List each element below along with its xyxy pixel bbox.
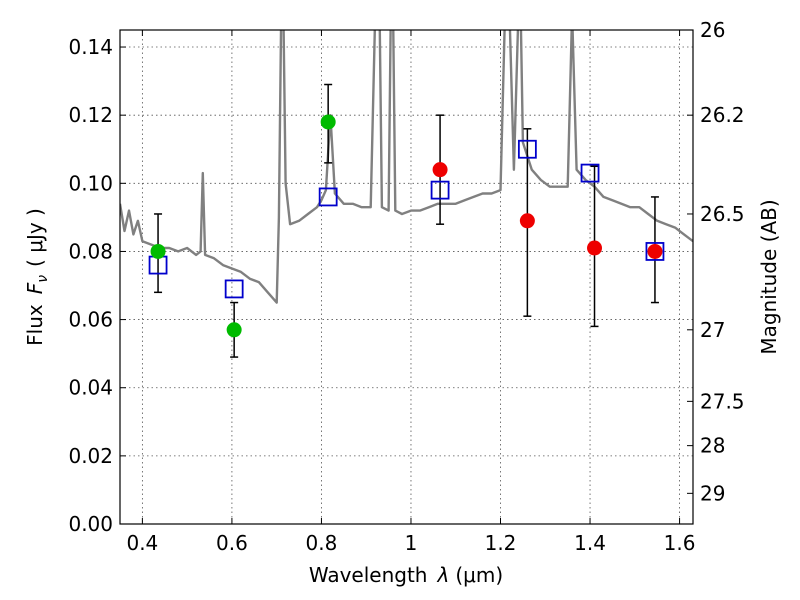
y-tick-label: 0.02 <box>68 444 113 468</box>
right-tick-label: 27 <box>700 318 725 342</box>
y-tick-label: 0.00 <box>68 512 113 536</box>
x-axis-ticks: 0.4 0.6 0.8 1 1.2 1.4 1.6 <box>126 30 695 555</box>
y-tick-label: 0.10 <box>68 171 113 195</box>
green-data-point <box>320 114 336 130</box>
x-axis-title: Wavelength λ (μm) <box>309 563 503 587</box>
red-data-point <box>587 240 603 256</box>
model-band-square <box>517 139 537 159</box>
y-axis-title: FluxFν( μJy ) <box>23 208 51 346</box>
red-data-point <box>432 162 448 178</box>
x-tick-label: 1 <box>405 531 418 555</box>
grid-lines <box>120 30 693 525</box>
x-tick-label: 0.8 <box>306 531 338 555</box>
y-tick-label: 0.14 <box>68 35 113 59</box>
plot-frame <box>119 29 694 525</box>
right-tick-label: 26 <box>700 18 725 42</box>
data-markers <box>148 114 665 338</box>
red-data-point <box>647 243 663 259</box>
x-tick-label: 0.6 <box>216 531 248 555</box>
model-sed-line-group <box>120 30 693 304</box>
red-data-point <box>519 213 535 229</box>
model-band-square <box>224 279 244 299</box>
y-axis-ticks: 0.00 0.02 0.04 0.06 0.08 0.10 0.12 0.14 <box>68 35 126 536</box>
right-tick-label: 28 <box>700 434 725 458</box>
right-tick-label: 29 <box>700 481 725 505</box>
model-band-square <box>430 180 450 200</box>
y-tick-label: 0.12 <box>68 103 113 127</box>
y-tick-label: 0.06 <box>68 308 113 332</box>
right-tick-label: 26.2 <box>700 103 745 127</box>
x-tick-label: 1.2 <box>485 531 517 555</box>
model-band-square <box>318 187 338 207</box>
right-axis-ticks: 26 26.2 26.5 27 27.5 28 29 <box>687 18 745 505</box>
model-band-square <box>645 242 665 261</box>
x-tick-label: 0.4 <box>126 531 158 555</box>
y-tick-label: 0.08 <box>68 239 113 263</box>
y-tick-label: 0.04 <box>68 376 113 400</box>
model-band-square <box>580 163 600 183</box>
right-tick-label: 27.5 <box>700 389 745 413</box>
green-data-point <box>150 243 166 259</box>
x-tick-label: 1.6 <box>664 531 696 555</box>
right-axis-title: Magnitude (AB) <box>757 199 781 354</box>
right-tick-label: 26.5 <box>700 202 745 226</box>
x-tick-label: 1.4 <box>574 531 606 555</box>
green-data-point <box>226 322 242 338</box>
model-sed-line <box>120 30 693 304</box>
error-bars <box>154 83 659 358</box>
